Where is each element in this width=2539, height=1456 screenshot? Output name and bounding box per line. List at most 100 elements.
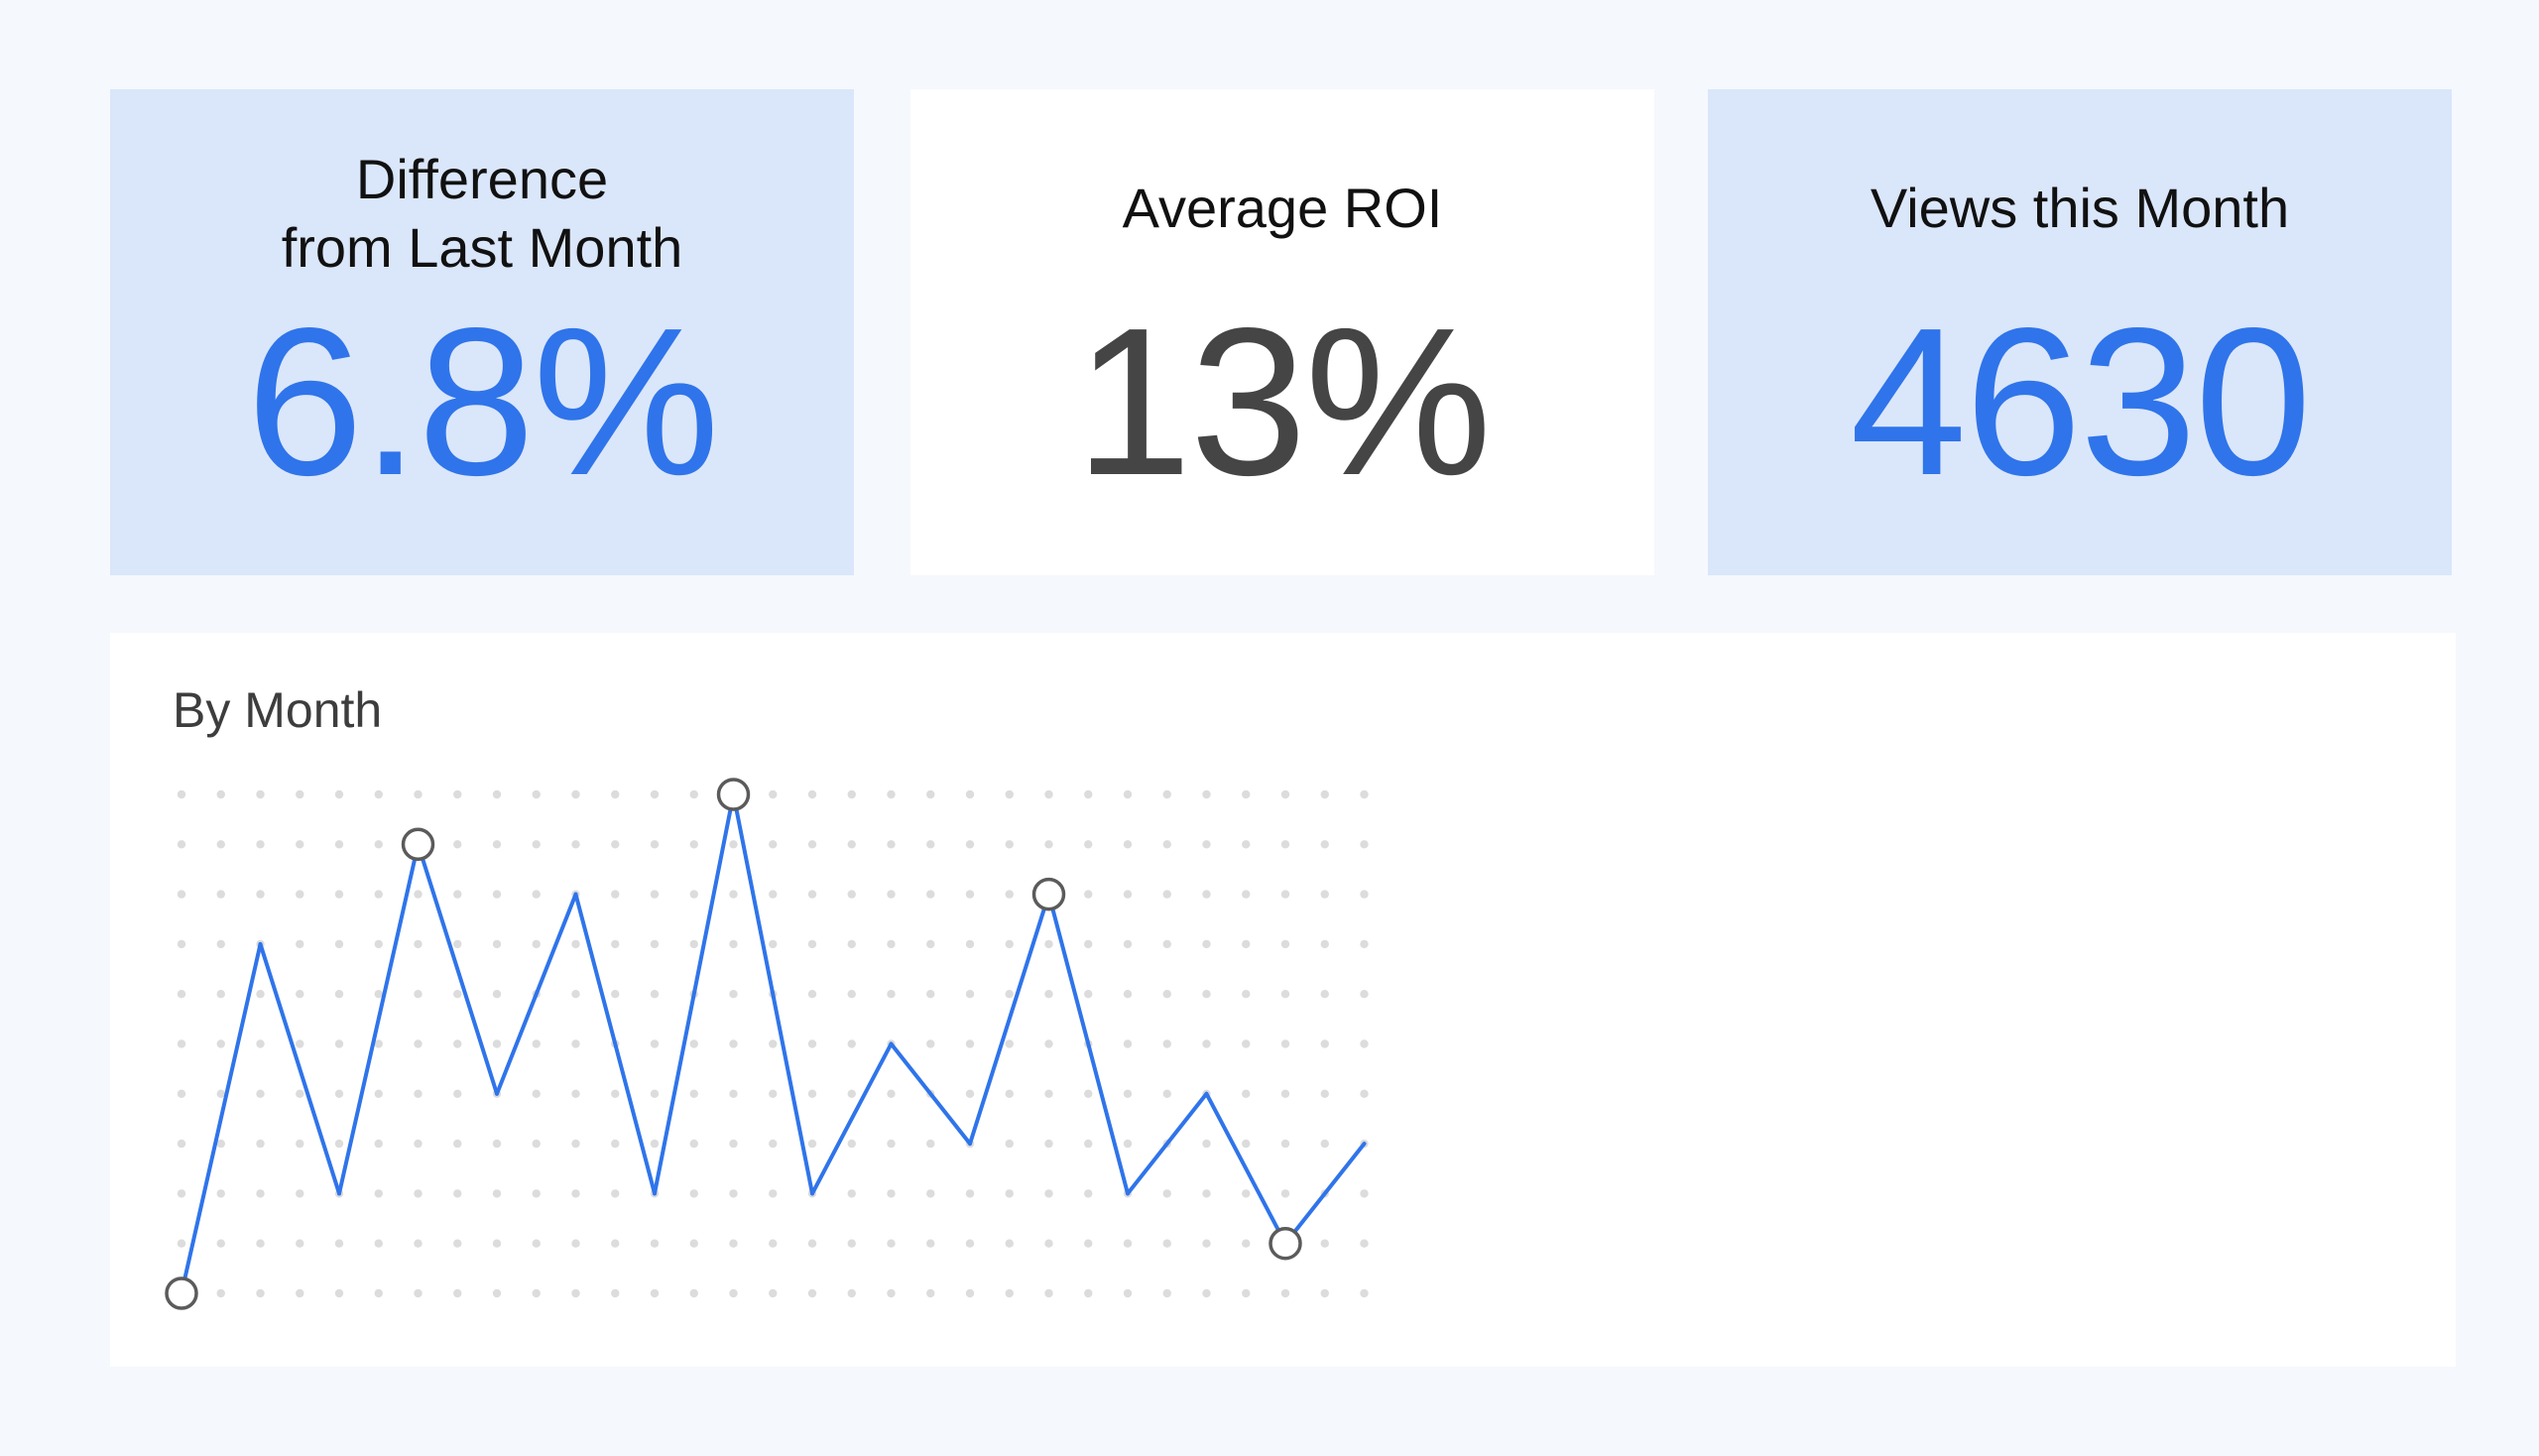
grid-dot xyxy=(216,1189,225,1198)
grid-dot xyxy=(1360,1189,1369,1198)
grid-dot xyxy=(1005,1139,1014,1149)
grid-dot xyxy=(847,939,856,949)
grid-dot xyxy=(926,1239,935,1248)
grid-dot xyxy=(1360,1089,1369,1098)
grid-dot xyxy=(296,1239,304,1248)
grid-dot xyxy=(887,990,896,999)
grid-dot xyxy=(769,789,778,799)
grid-dot xyxy=(532,1039,541,1048)
grid-dot xyxy=(296,1139,304,1149)
grid-dot xyxy=(965,1089,975,1098)
grid-dot xyxy=(1242,990,1251,999)
grid-dot xyxy=(769,840,778,849)
grid-dot xyxy=(334,840,344,849)
grid-dot xyxy=(453,1239,462,1248)
grid-dot xyxy=(1360,890,1369,899)
grid-dot xyxy=(1084,1189,1093,1198)
grid-dot xyxy=(1280,1089,1290,1098)
grid-dot xyxy=(611,890,620,899)
series-line-segment xyxy=(810,1041,894,1196)
grid-dot xyxy=(729,890,738,899)
kpi-value: 4630 xyxy=(1850,284,2312,519)
grid-dot xyxy=(887,840,896,849)
grid-dot xyxy=(216,1139,225,1149)
grid-dot xyxy=(296,939,304,949)
grid-dot xyxy=(1202,789,1211,799)
grid-dot xyxy=(689,1239,698,1248)
grid-dot xyxy=(177,840,186,849)
grid-dot xyxy=(532,939,541,949)
grid-dot xyxy=(1280,990,1290,999)
grid-dot xyxy=(374,939,383,949)
grid-dot xyxy=(1280,1139,1290,1149)
grid-dot xyxy=(177,1089,186,1098)
grid-dot xyxy=(1044,1139,1053,1149)
grid-dot xyxy=(887,1089,896,1098)
grid-dot xyxy=(965,1239,975,1248)
grid-dot xyxy=(1242,1039,1251,1048)
grid-dot xyxy=(807,1039,817,1048)
grid-dot xyxy=(414,890,423,899)
grid-dot xyxy=(414,1189,423,1198)
grid-dot xyxy=(571,990,580,999)
series-line-segment xyxy=(495,892,578,1096)
grid-dot xyxy=(1242,1189,1251,1198)
grid-dot xyxy=(492,1189,502,1198)
grid-dot xyxy=(571,789,580,799)
series-line-segment xyxy=(573,892,657,1196)
grid-dot xyxy=(1044,939,1053,949)
grid-dot xyxy=(1202,890,1211,899)
grid-dot xyxy=(1202,1189,1211,1198)
grid-dot xyxy=(769,1239,778,1248)
grid-dot xyxy=(532,1189,541,1198)
grid-dot xyxy=(611,1189,620,1198)
grid-dot xyxy=(847,1089,856,1098)
grid-dot xyxy=(650,890,660,899)
series-line-segment xyxy=(1046,892,1130,1196)
grid-dot xyxy=(807,840,817,849)
grid-dot xyxy=(1162,890,1171,899)
series-line-segment xyxy=(258,941,341,1196)
grid-dot xyxy=(1202,840,1211,849)
grid-dot xyxy=(256,789,265,799)
series-line-segment xyxy=(337,842,421,1196)
grid-dot xyxy=(1320,1139,1329,1149)
grid-dot xyxy=(769,1039,778,1048)
grid-dot xyxy=(847,1039,856,1048)
grid-dot xyxy=(729,1288,738,1298)
grid-dot xyxy=(1162,1089,1171,1098)
grid-dot xyxy=(887,939,896,949)
grid-dot xyxy=(769,1089,778,1098)
grid-dot xyxy=(650,939,660,949)
grid-dot xyxy=(1005,789,1014,799)
grid-dot xyxy=(1084,990,1093,999)
grid-dot xyxy=(296,1189,304,1198)
grid-dot xyxy=(847,890,856,899)
grid-dot xyxy=(1123,1239,1133,1248)
grid-dot xyxy=(1280,1039,1290,1048)
grid-dot xyxy=(1280,890,1290,899)
grid-dot xyxy=(887,789,896,799)
grid-dot xyxy=(296,1288,304,1298)
grid-dot xyxy=(807,789,817,799)
grid-dot xyxy=(847,840,856,849)
grid-dot xyxy=(453,939,462,949)
grid-dot xyxy=(256,1039,265,1048)
grid-dot xyxy=(1162,990,1171,999)
grid-dot xyxy=(1044,789,1053,799)
chart-title: By Month xyxy=(173,682,383,738)
grid-dot xyxy=(650,1239,660,1248)
grid-dot xyxy=(965,990,975,999)
grid-dot xyxy=(1202,1139,1211,1149)
grid-dot xyxy=(374,1288,383,1298)
grid-dot xyxy=(1360,990,1369,999)
grid-dot xyxy=(1084,1288,1093,1298)
grid-dot xyxy=(256,1139,265,1149)
grid-dot xyxy=(1123,990,1133,999)
grid-dot xyxy=(414,1139,423,1149)
grid-dot xyxy=(1044,1089,1053,1098)
grid-dot xyxy=(1320,1039,1329,1048)
grid-dot xyxy=(611,990,620,999)
grid-dot xyxy=(1084,1239,1093,1248)
grid-dot xyxy=(847,1288,856,1298)
